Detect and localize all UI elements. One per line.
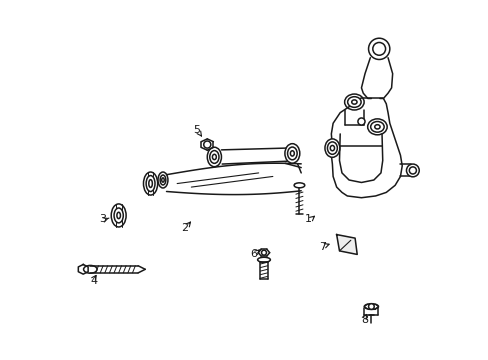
Circle shape	[408, 167, 416, 174]
Ellipse shape	[347, 97, 360, 107]
Circle shape	[261, 250, 266, 255]
Ellipse shape	[162, 178, 164, 182]
Ellipse shape	[293, 183, 304, 188]
Ellipse shape	[327, 142, 337, 154]
Ellipse shape	[148, 180, 152, 188]
Text: 3: 3	[99, 214, 106, 224]
Text: 2: 2	[180, 223, 187, 233]
Circle shape	[372, 42, 385, 55]
Text: 6: 6	[249, 249, 256, 260]
Ellipse shape	[209, 150, 219, 163]
Ellipse shape	[207, 147, 221, 167]
Polygon shape	[78, 265, 88, 274]
Ellipse shape	[344, 94, 364, 110]
Ellipse shape	[285, 144, 299, 163]
Ellipse shape	[364, 304, 378, 309]
Circle shape	[203, 141, 210, 148]
Ellipse shape	[212, 154, 216, 159]
Ellipse shape	[367, 119, 386, 135]
Text: 7: 7	[318, 242, 325, 252]
Text: 4: 4	[90, 276, 97, 286]
Ellipse shape	[146, 176, 155, 192]
Ellipse shape	[83, 265, 97, 273]
Ellipse shape	[143, 172, 157, 195]
Ellipse shape	[158, 172, 167, 188]
Text: 8: 8	[361, 315, 368, 325]
Circle shape	[368, 38, 389, 59]
Circle shape	[406, 164, 418, 177]
Ellipse shape	[287, 147, 297, 160]
Circle shape	[368, 304, 373, 309]
Ellipse shape	[370, 122, 384, 132]
Text: 1: 1	[304, 214, 311, 224]
Ellipse shape	[374, 125, 379, 129]
Text: 5: 5	[193, 125, 200, 135]
Ellipse shape	[117, 212, 120, 219]
Ellipse shape	[257, 257, 270, 262]
Ellipse shape	[111, 204, 126, 227]
Polygon shape	[336, 235, 356, 255]
Ellipse shape	[160, 175, 165, 185]
Ellipse shape	[351, 100, 356, 104]
Ellipse shape	[114, 208, 123, 223]
Ellipse shape	[325, 139, 339, 157]
Ellipse shape	[329, 145, 334, 151]
Ellipse shape	[290, 151, 294, 156]
Circle shape	[357, 118, 364, 125]
